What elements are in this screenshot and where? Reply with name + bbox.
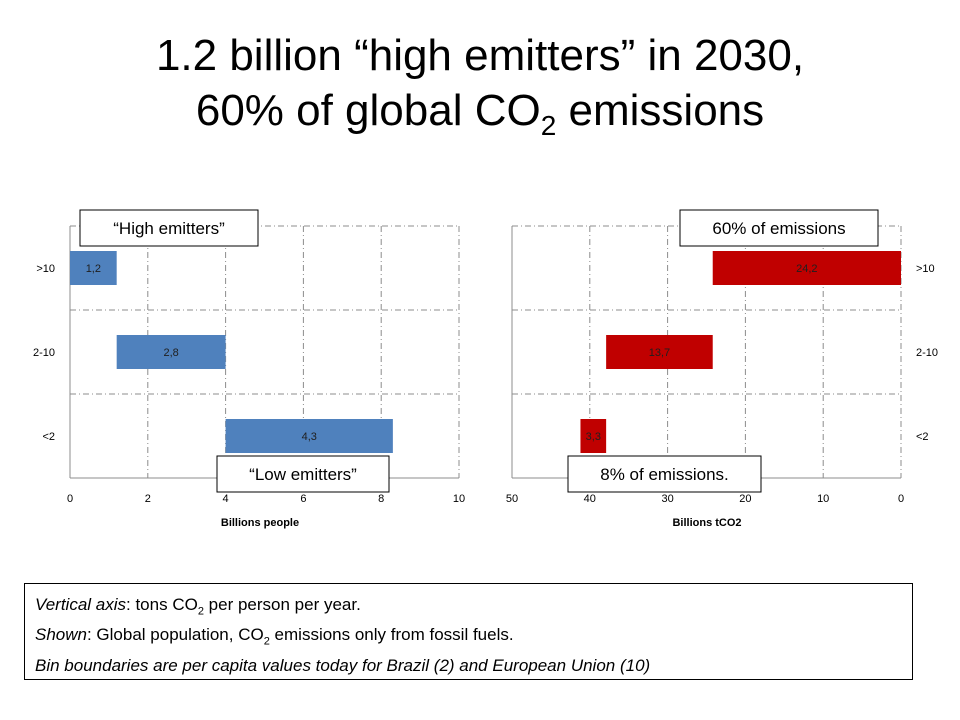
footnote-line-2-end: emissions only from fossil fuels. [269,625,514,645]
title-subscript: 2 [540,109,557,141]
right-x-tick-label: 20 [739,493,751,505]
right-callout-top-text: 60% of emissions [712,219,845,238]
left-bar-data-label: 1,2 [86,263,101,275]
left-x-tick-label: 0 [67,493,73,505]
left-category-label: 2-10 [33,347,55,359]
footnote-line-1-sub: 2 [197,605,204,618]
right-x-axis-title: Billions tCO2 [672,517,741,529]
left-bar-data-label: 4,3 [302,431,317,443]
right-bar-data-label: 13,7 [649,347,670,359]
right-category-label: <2 [916,431,929,443]
right-x-tick-label: 40 [584,493,596,505]
footnote-line-2: Shown: Global population, CO2 emissions … [35,623,902,653]
left-x-axis-title: Billions people [221,517,299,529]
right-bar-data-label: 24,2 [796,263,817,275]
left-x-tick-label: 2 [145,493,151,505]
footnote-line-1-end: per person per year. [203,595,361,614]
footnote-box: Vertical axis: tons CO2 per person per y… [24,583,913,680]
footnote-line-3-text: Bin boundaries are per capita values tod… [35,655,651,675]
right-bar [580,419,607,453]
page-title: 1.2 billion “high emitters” in 2030, 60%… [0,28,960,153]
right-x-tick-label: 10 [817,493,829,505]
left-x-tick-label: 4 [223,493,229,505]
right-category-label: 2-10 [916,347,938,359]
left-bar [116,335,226,369]
left-bar [70,251,117,285]
footnote-line-2-label: Shown [35,625,87,645]
right-x-tick-label: 50 [506,493,518,505]
right-callout-bottom-box [567,455,762,493]
right-callout-top-box [679,209,879,247]
right-x-tick-label: 30 [661,493,673,505]
footnote-line-1-label: Vertical axis [35,595,127,614]
right-category-label: >10 [916,263,935,275]
left-bar-data-label: 2,8 [163,347,178,359]
left-category-label: <2 [42,431,55,443]
right-bar-data-label: 3,3 [586,431,601,443]
footnote-line-2-sub: 2 [263,635,270,648]
footnote-line-1: Vertical axis: tons CO2 per person per y… [35,593,902,623]
left-bar [225,419,393,453]
footnote-line-3: Bin boundaries are per capita values tod… [35,654,902,677]
left-callout-bottom-text: “Low emitters” [249,465,357,484]
right-x-tick-label: 0 [898,493,904,505]
footnote-line-1-text: : tons CO [126,595,198,614]
right-callout-bottom-text: 8% of emissions. [600,465,729,484]
left-category-label: >10 [36,263,55,275]
title-line-2-end: emissions [556,86,765,135]
left-callout-bottom-box [216,455,390,493]
title-line-2-text: 60% of global CO [195,86,541,135]
left-x-tick-label: 10 [453,493,465,505]
left-x-tick-label: 8 [378,493,384,505]
title-line-2: 60% of global CO2 emissions [0,83,960,153]
right-bar [712,251,901,285]
left-callout-top-box [79,209,259,247]
left-x-tick-label: 6 [300,493,306,505]
title-line-1: 1.2 billion “high emitters” in 2030, [155,31,805,80]
left-callout-top-text: “High emitters” [113,219,225,238]
right-bar [606,335,713,369]
footnote-line-2-text: : Global population, CO [86,625,264,645]
